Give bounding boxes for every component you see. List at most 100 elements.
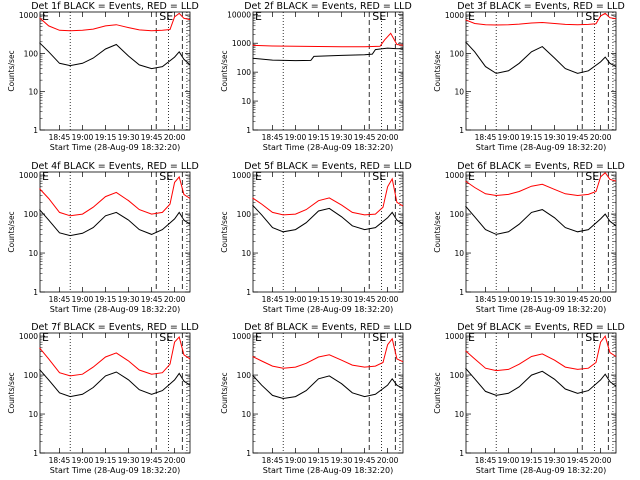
- y-axis-label: Counts/sec: [7, 211, 16, 252]
- series-lld-line: [465, 12, 617, 26]
- chart-panel: Det 3f BLACK = Events, RED = LLD 1 10 100 10…: [433, 1, 625, 152]
- event-annotation: E: [255, 170, 262, 183]
- x-tick-label: 19:30: [331, 133, 353, 142]
- x-tick-label: 19:30: [544, 133, 566, 142]
- chart-panel: Det 6f BLACK = Events, RED = LLD 1 10 100 10…: [433, 161, 625, 314]
- x-tick-label: 20:00: [590, 295, 612, 304]
- series-lld-line: [39, 12, 191, 32]
- x-tick-label: 19:15: [95, 456, 117, 465]
- x-tick-label: 18:45: [475, 456, 497, 465]
- x-tick-label: 19:15: [95, 133, 117, 142]
- event-annotation: SE: [372, 331, 386, 344]
- event-annotation: SE: [159, 170, 173, 183]
- plot-frame: [252, 171, 404, 293]
- y-tick-label: 1000: [232, 171, 251, 180]
- chart-title: Det 1f BLACK = Events, RED = LLD: [31, 1, 199, 12]
- chart-panel: Det 8f BLACK = Events, RED = LLD 1 10 100 10…: [220, 322, 412, 475]
- x-tick-label: 19:15: [521, 295, 543, 304]
- x-axis-label: Start Time (28-Aug-09 18:32:20): [50, 143, 181, 152]
- x-tick-label: 19:00: [72, 133, 94, 142]
- x-tick-label: 18:45: [49, 133, 71, 142]
- y-tick-label: 1: [459, 288, 464, 297]
- x-tick-label: 19:45: [354, 133, 376, 142]
- x-tick-label: 19:00: [498, 133, 520, 142]
- plot-frame: [39, 171, 191, 293]
- y-tick-label: 10000: [227, 10, 251, 19]
- x-tick-label: 19:30: [331, 295, 353, 304]
- series-lld-line: [252, 337, 404, 369]
- x-tick-label: 19:45: [354, 456, 376, 465]
- y-axis-label: Counts/sec: [220, 372, 229, 413]
- x-axis-label: Start Time (28-Aug-09 18:32:20): [263, 466, 394, 475]
- y-tick-label: 1: [246, 288, 251, 297]
- y-tick-label: 100: [24, 49, 39, 58]
- y-tick-label: 1000: [232, 332, 251, 341]
- series-lld-line: [39, 335, 191, 377]
- x-tick-label: 19:00: [285, 456, 307, 465]
- y-tick-label: 10: [241, 410, 251, 419]
- x-tick-label: 18:45: [475, 133, 497, 142]
- plot-frame: [252, 332, 404, 454]
- y-tick-label: 10: [28, 410, 38, 419]
- event-annotation: SE: [585, 170, 599, 183]
- chart-title: Det 5f BLACK = Events, RED = LLD: [244, 161, 412, 172]
- y-axis-label: Counts/sec: [220, 50, 229, 91]
- chart-panel: Det 4f BLACK = Events, RED = LLD 1 10 100 10…: [7, 161, 199, 314]
- x-tick-label: 19:30: [118, 295, 140, 304]
- y-tick-label: 1000: [445, 171, 464, 180]
- x-tick-label: 19:30: [118, 456, 140, 465]
- event-annotation: SE: [159, 10, 173, 23]
- series-events-line: [465, 41, 617, 74]
- x-tick-label: 19:45: [141, 456, 163, 465]
- y-tick-label: 1000: [232, 39, 251, 48]
- x-tick-label: 19:15: [308, 456, 330, 465]
- y-tick-label: 1: [246, 449, 251, 458]
- series-events-line: [465, 367, 617, 396]
- y-tick-label: 100: [450, 49, 465, 58]
- series-lld-line: [39, 175, 191, 217]
- series-events-line: [39, 42, 191, 70]
- event-annotation: E: [468, 10, 475, 23]
- chart-panel: Det 5f BLACK = Events, RED = LLD 1 10 100 10…: [220, 161, 412, 314]
- event-annotation: E: [42, 10, 49, 23]
- series-events-line: [252, 204, 404, 233]
- event-annotation: SE: [372, 10, 386, 23]
- chart-title: Det 3f BLACK = Events, RED = LLD: [457, 1, 625, 12]
- x-tick-label: 19:30: [544, 456, 566, 465]
- y-tick-label: 10: [241, 97, 251, 106]
- x-tick-label: 20:00: [164, 295, 186, 304]
- series-lld-line: [465, 171, 617, 197]
- x-axis-label: Start Time (28-Aug-09 18:32:20): [263, 143, 394, 152]
- event-annotation: SE: [585, 10, 599, 23]
- x-tick-label: 19:15: [521, 133, 543, 142]
- x-tick-label: 20:00: [590, 133, 612, 142]
- x-axis-label: Start Time (28-Aug-09 18:32:20): [50, 466, 181, 475]
- y-axis-label: Counts/sec: [433, 211, 442, 252]
- x-tick-label: 20:00: [377, 456, 399, 465]
- y-axis-label: Counts/sec: [7, 50, 16, 91]
- event-annotation: E: [255, 331, 262, 344]
- x-tick-label: 19:45: [567, 133, 589, 142]
- event-annotation: E: [42, 331, 49, 344]
- x-tick-label: 19:45: [141, 133, 163, 142]
- y-tick-label: 100: [24, 210, 39, 219]
- y-axis-label: Counts/sec: [433, 372, 442, 413]
- x-tick-label: 18:45: [262, 295, 284, 304]
- x-tick-label: 18:45: [475, 295, 497, 304]
- y-tick-label: 10: [454, 88, 464, 97]
- y-tick-label: 100: [237, 68, 252, 77]
- x-tick-label: 20:00: [377, 295, 399, 304]
- y-tick-label: 10: [454, 249, 464, 258]
- x-tick-label: 19:15: [95, 295, 117, 304]
- y-tick-label: 100: [450, 210, 465, 219]
- y-tick-label: 1: [246, 126, 251, 135]
- y-tick-label: 1: [33, 449, 38, 458]
- y-tick-label: 10: [28, 88, 38, 97]
- plot-frame: [39, 332, 191, 454]
- x-tick-label: 19:00: [72, 295, 94, 304]
- series-lld-line: [465, 335, 617, 372]
- y-tick-label: 1000: [19, 332, 38, 341]
- series-events-line: [39, 209, 191, 237]
- y-tick-label: 10: [241, 249, 251, 258]
